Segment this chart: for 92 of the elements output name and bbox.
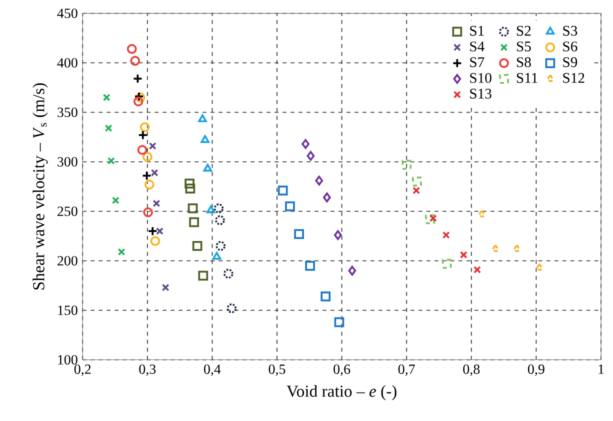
x-tick-label: 0,8 [463, 364, 480, 376]
point [162, 284, 170, 292]
point [152, 200, 160, 208]
point [206, 205, 216, 214]
point [215, 215, 225, 226]
point [306, 150, 315, 161]
y-tick-label: 400 [57, 58, 78, 68]
point [429, 214, 437, 222]
point [334, 317, 344, 328]
legend-label: S7 [470, 57, 484, 68]
y-tick-label: 300 [58, 157, 78, 166]
legend-label: S12 [563, 72, 584, 83]
point [150, 168, 158, 176]
point [102, 94, 110, 102]
point [137, 144, 148, 155]
y-tick-label: 150 [58, 306, 78, 315]
point [223, 268, 234, 279]
legend-label: S9 [563, 57, 578, 68]
point [185, 184, 196, 194]
point [189, 217, 200, 228]
point [156, 227, 164, 235]
point [143, 207, 154, 218]
point [348, 266, 356, 276]
point [315, 176, 324, 186]
point [198, 270, 208, 281]
x-tick-label: 1 [598, 364, 604, 374]
y-tick-label: 100 [58, 355, 78, 364]
point [107, 157, 115, 165]
legend-label: S10 [470, 72, 492, 83]
point [203, 164, 212, 172]
x-axis-title: Void ratio – e (-) [286, 385, 396, 400]
point [144, 180, 154, 190]
point [412, 186, 420, 194]
point [200, 135, 210, 143]
point [138, 130, 148, 140]
legend-label: S1 [470, 26, 484, 36]
y-tick-label: 350 [58, 108, 78, 118]
x-tick-label: 0,4 [204, 364, 221, 376]
point [442, 258, 452, 269]
x-tick-label: 0,5 [268, 364, 286, 376]
point [442, 231, 450, 239]
x-tick-label: 0,3 [139, 364, 156, 376]
x-tick-label: 0,7 [398, 364, 415, 376]
legend-label: S11 [516, 72, 538, 83]
point [212, 252, 222, 260]
y-tick-label: 200 [58, 256, 78, 266]
legend-label: S8 [516, 57, 531, 68]
point [424, 214, 435, 224]
point [184, 178, 194, 188]
point [148, 226, 158, 236]
point [188, 203, 198, 214]
x-tick-label: 0,2 [74, 364, 91, 376]
point [150, 236, 160, 246]
point [305, 260, 315, 271]
point [104, 124, 112, 132]
point [198, 114, 207, 122]
point [473, 266, 481, 274]
point [118, 248, 126, 256]
point [148, 142, 156, 150]
point [126, 44, 137, 54]
point [140, 122, 150, 132]
y-tick-label: 450 [57, 8, 78, 18]
point [320, 291, 331, 302]
legend-label: S2 [516, 26, 531, 36]
x-tick-label: 0,6 [334, 364, 350, 376]
point [285, 201, 295, 212]
point [334, 230, 342, 240]
legend-label: S4 [470, 42, 484, 52]
legend-label: S3 [563, 26, 578, 36]
point [302, 139, 310, 149]
legend-label: S5 [516, 42, 531, 52]
y-tick-label: 250 [58, 206, 78, 216]
point [278, 186, 288, 196]
legend-label: S6 [563, 42, 578, 52]
point [142, 152, 152, 162]
point [412, 176, 422, 186]
legend-label: S13 [470, 88, 492, 99]
point [132, 74, 143, 84]
point [133, 96, 144, 106]
point [112, 196, 120, 204]
point [226, 303, 237, 314]
point [130, 56, 140, 66]
point [322, 192, 331, 202]
point [214, 203, 224, 214]
y-axis-title: Shear wave velocity – V$_{s}$ (m/s) [32, 83, 48, 290]
point [294, 229, 304, 239]
point [402, 160, 412, 170]
point [142, 170, 152, 181]
point [460, 251, 468, 259]
x-tick-label: 0,9 [528, 364, 544, 376]
point [192, 240, 202, 251]
point [216, 240, 226, 251]
